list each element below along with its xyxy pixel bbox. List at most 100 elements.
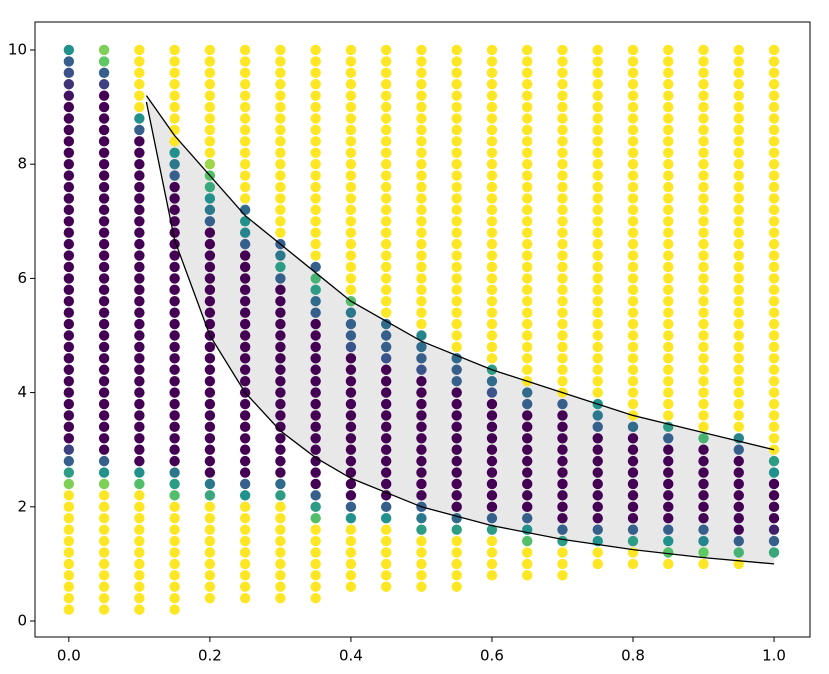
point <box>204 353 216 364</box>
point <box>592 444 603 455</box>
point <box>768 524 780 535</box>
point <box>380 204 392 216</box>
point <box>169 147 180 158</box>
point <box>239 193 251 204</box>
point <box>522 273 533 284</box>
point <box>451 44 462 56</box>
point <box>239 181 251 193</box>
point <box>557 56 568 67</box>
point <box>557 524 568 535</box>
point <box>310 330 321 341</box>
point <box>416 478 427 490</box>
point <box>557 421 568 433</box>
point <box>698 353 709 364</box>
point <box>486 421 498 433</box>
point <box>522 238 533 250</box>
point <box>627 227 639 238</box>
point <box>63 227 75 238</box>
point <box>698 387 709 398</box>
point <box>63 353 75 364</box>
point <box>733 147 744 158</box>
point <box>204 513 216 524</box>
point <box>239 375 251 387</box>
point <box>169 113 180 124</box>
point <box>698 158 709 170</box>
point <box>627 261 639 273</box>
point <box>557 318 568 330</box>
point <box>239 558 251 570</box>
point <box>380 547 392 558</box>
point <box>63 296 75 307</box>
point <box>627 101 639 113</box>
point <box>451 547 462 558</box>
point <box>451 501 462 513</box>
point <box>275 204 286 216</box>
point <box>310 535 321 547</box>
point <box>239 444 251 455</box>
point <box>275 398 286 410</box>
point <box>698 113 709 124</box>
point <box>63 101 75 113</box>
point <box>275 501 286 513</box>
point <box>627 170 639 181</box>
point <box>275 570 286 581</box>
point <box>733 547 744 558</box>
point <box>275 250 286 261</box>
point <box>169 570 180 581</box>
point <box>486 318 498 330</box>
point <box>63 261 75 273</box>
point <box>663 113 674 124</box>
point <box>310 478 321 490</box>
point <box>275 581 286 592</box>
point <box>768 455 780 467</box>
point <box>204 592 216 604</box>
point <box>627 136 639 147</box>
point <box>416 90 427 101</box>
point <box>310 250 321 261</box>
point <box>416 535 427 547</box>
point <box>239 101 251 113</box>
point <box>733 181 744 193</box>
point <box>698 261 709 273</box>
point <box>345 535 357 547</box>
point <box>169 364 180 375</box>
point <box>204 490 216 501</box>
point <box>98 79 110 90</box>
point <box>98 570 110 581</box>
point <box>204 421 216 433</box>
point <box>239 433 251 444</box>
point <box>98 318 110 330</box>
point <box>416 410 427 421</box>
point <box>768 467 780 478</box>
point <box>557 181 568 193</box>
point <box>345 330 357 341</box>
point <box>522 296 533 307</box>
point <box>416 136 427 147</box>
point <box>275 455 286 467</box>
point <box>239 238 251 250</box>
point <box>522 467 533 478</box>
point <box>169 227 180 238</box>
point <box>627 307 639 318</box>
point <box>522 364 533 375</box>
point <box>310 581 321 592</box>
point <box>768 478 780 490</box>
point <box>592 341 603 353</box>
point <box>169 181 180 193</box>
point <box>380 444 392 455</box>
point <box>592 307 603 318</box>
point <box>733 341 744 353</box>
point <box>310 364 321 375</box>
point <box>134 227 145 238</box>
point <box>416 193 427 204</box>
point <box>169 158 180 170</box>
point <box>98 592 110 604</box>
point <box>98 238 110 250</box>
point <box>275 467 286 478</box>
point <box>204 250 216 261</box>
point <box>592 490 603 501</box>
point <box>380 193 392 204</box>
point <box>345 524 357 535</box>
point <box>345 44 357 56</box>
